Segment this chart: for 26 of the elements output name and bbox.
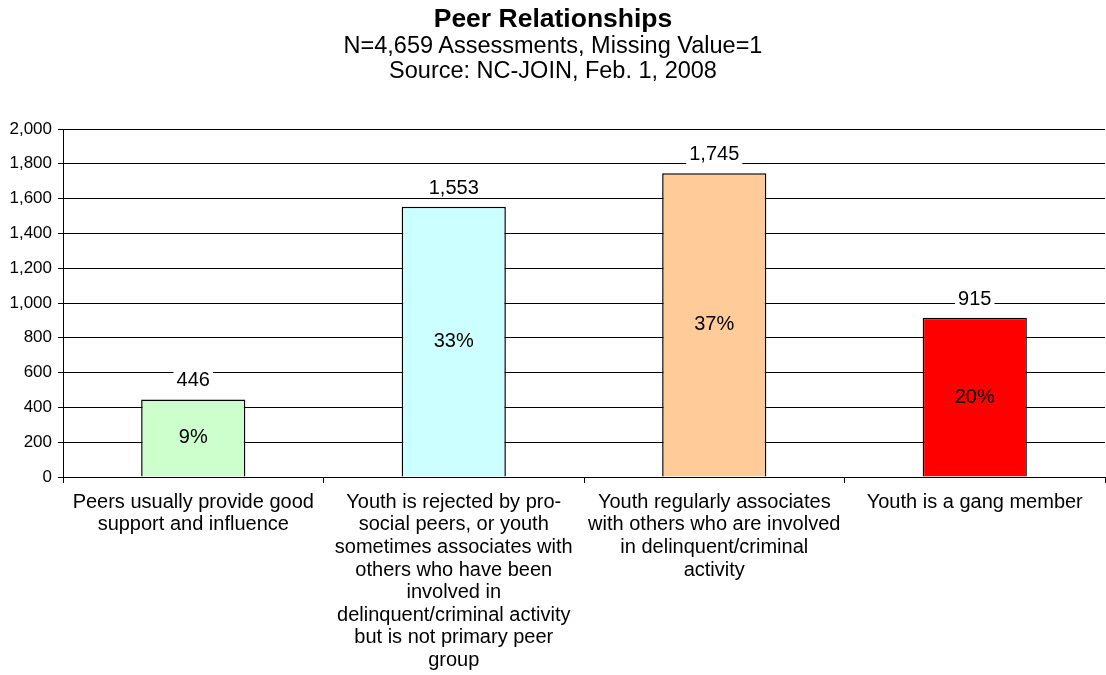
y-tick-label: 600	[23, 362, 52, 382]
y-tick-label: 800	[23, 327, 52, 347]
data-label: 446	[176, 368, 210, 391]
y-tick-label: 2,000	[9, 118, 52, 138]
annotation: 37%	[694, 312, 735, 335]
x-tick-label: Youth is rejected by pro-social peers, or youth sometimes associates with others who have been involved in delinquent/criminal activity but is not primary peer group	[334, 489, 573, 671]
x-tick-label: Peers usually provide good support and influence	[72, 489, 314, 535]
annotation: 9%	[178, 425, 208, 448]
data-label: 1,553	[428, 175, 479, 198]
y-tick-label: 400	[23, 397, 52, 417]
y-tick-label: 0	[42, 466, 52, 486]
annotation: 33%	[433, 329, 474, 352]
x-tick-label: Youth is a gang member	[866, 489, 1084, 512]
x-tick-label: Youth regularly associates with others who are involved in delinquent/criminal activity	[587, 489, 841, 580]
y-tick-label: 200	[23, 431, 52, 451]
chart-subtitle: N=4,659 Assessments, Missing Value=1	[343, 32, 763, 58]
y-tick-label: 1,000	[9, 292, 52, 312]
y-tick-label: 1,600	[9, 188, 52, 208]
y-tick-label: 1,800	[9, 153, 52, 173]
y-tick-label: 1,200	[9, 257, 52, 277]
data-label: 1,745	[689, 142, 740, 165]
chart-title: Peer Relationships	[433, 3, 673, 33]
data-label: 915	[958, 286, 992, 309]
source-note: Source: NC-JOIN, Feb. 1, 2008	[389, 57, 717, 83]
annotation: 20%	[954, 384, 995, 407]
y-tick-label: 1,400	[9, 223, 52, 243]
